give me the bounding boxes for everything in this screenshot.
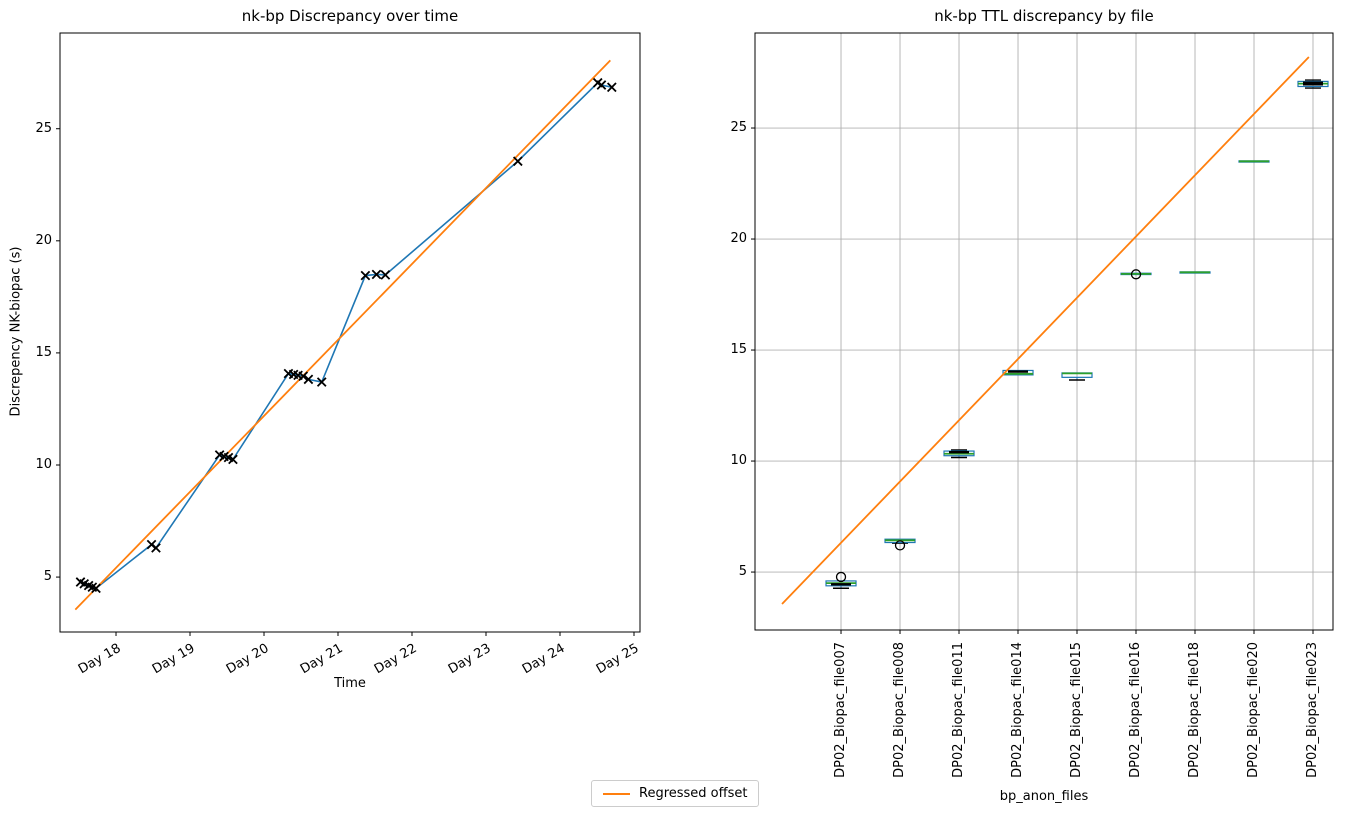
x-marker [606,82,617,93]
right-x-tick-label: DP02_Biopac_file014 [1010,642,1025,778]
right-x-tick-label: DP02_Biopac_file016 [1128,642,1143,778]
right-y-tick-label: 15 [730,342,747,358]
x-marker [91,583,101,594]
right-y-tick-label: 25 [730,120,747,136]
right-x-tick-label: DP02_Biopac_file008 [892,642,908,778]
right-y-tick-label: 20 [730,231,747,247]
left-y-tick-label: 25 [35,120,52,136]
left-y-tick-label: 20 [35,232,52,248]
flier-circle [1130,269,1142,280]
x-marker [228,454,238,465]
flier-circle [835,571,847,583]
right-x-tick-label: DP02_Biopac_file023 [1304,642,1320,778]
x-marker [303,374,314,385]
x-marker [512,156,523,167]
right-x-tick-label: DP02_Biopac_file007 [833,642,849,778]
flier-circle [894,540,906,551]
x-marker [596,80,607,90]
x-marker [371,269,382,280]
legend-label: Regressed offset [639,786,748,801]
left-y-tick-label: 15 [35,344,52,360]
x-marker [151,543,161,553]
right-y-tick-label: 10 [730,453,747,469]
right-y-tick-label: 5 [738,564,747,580]
right-x-axis-label: bp_anon_files [999,789,1089,804]
left-chart-title: nk-bp Discrepancy over time [241,7,459,25]
x-marker [316,377,327,387]
left-y-tick-label: 10 [35,456,52,472]
x-marker [380,270,391,280]
left-plot-frame [59,32,641,633]
right-x-tick-label: DP02_Biopac_file011 [951,642,966,778]
left-x-axis-label: Time [334,676,366,691]
legend-regression-line-sample [603,792,630,795]
left-y-tick-label: 5 [43,569,52,585]
regression-line-right [781,56,1310,605]
right-chart-title: nk-bp TTL discrepancy by file [934,7,1154,25]
legend: Regressed offset [591,780,760,807]
right-plot-frame [754,32,1334,631]
x-marker [298,371,309,382]
right-x-tick-label: DP02_Biopac_file018 [1187,642,1202,778]
right-x-tick-label: DP02_Biopac_file015 [1069,642,1084,778]
discrepancy-line [80,81,612,590]
x-marker [360,270,371,281]
regression-line-left [74,59,611,611]
right-x-tick-label: DP02_Biopac_file020 [1246,642,1261,778]
